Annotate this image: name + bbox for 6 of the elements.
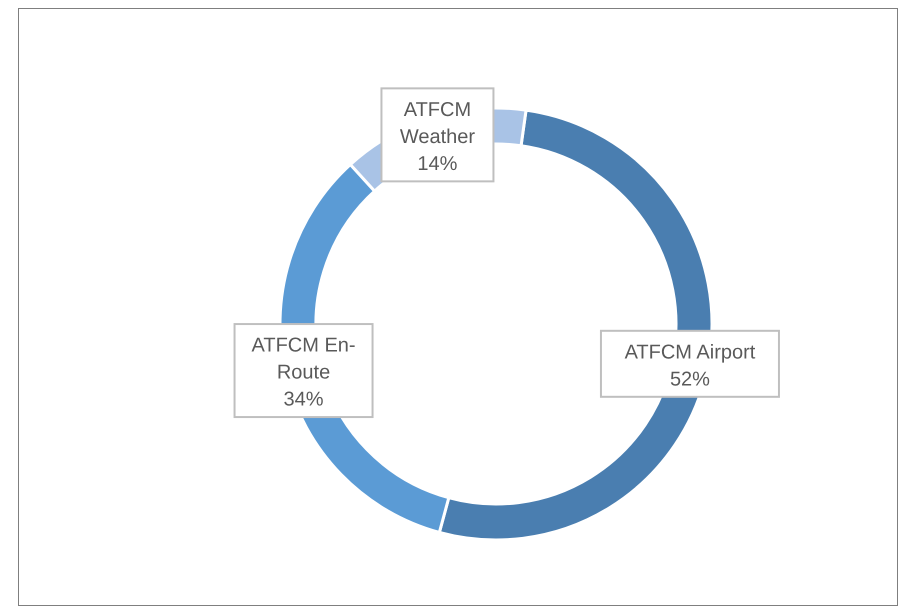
slice-label: ATFCM Airport — [624, 341, 756, 364]
slice-label: ATFCM Weather — [400, 98, 476, 148]
data-label: 14% — [417, 152, 458, 175]
data-label: 52% — [670, 368, 710, 390]
slice-label: ATFCM En-Route — [252, 334, 356, 384]
data-label: 34% — [284, 388, 324, 411]
